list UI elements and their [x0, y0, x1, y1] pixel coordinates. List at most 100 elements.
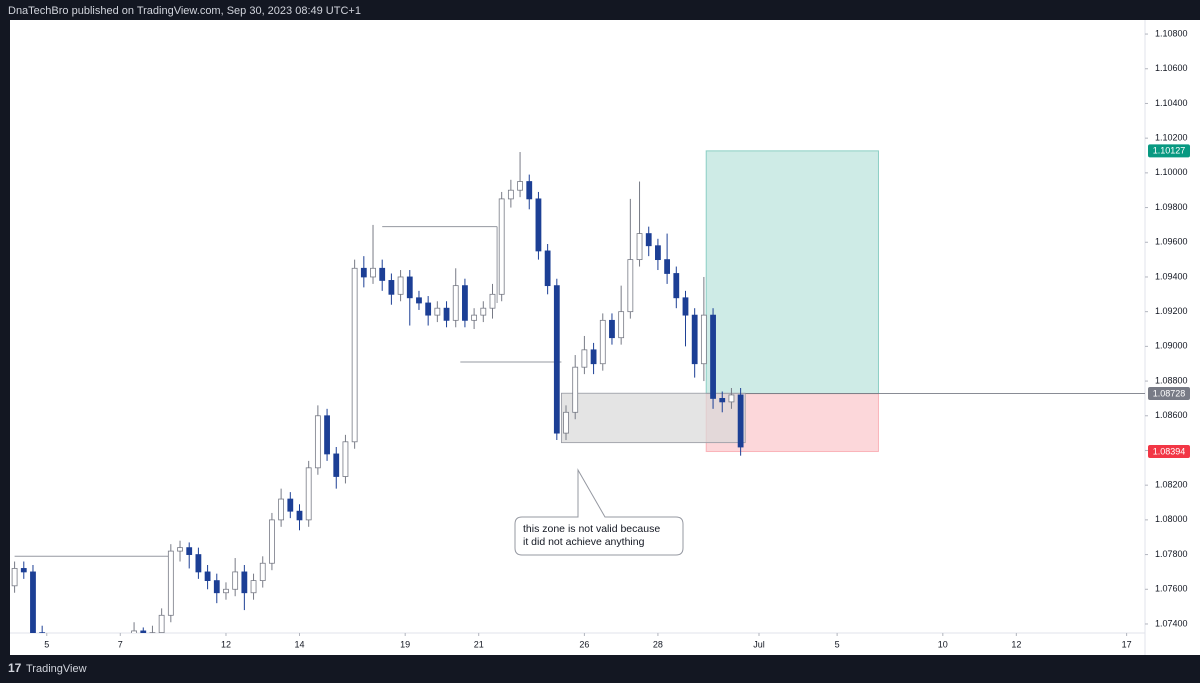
x-tick-label: 26 — [579, 639, 589, 649]
price-label-bg — [1148, 445, 1190, 459]
y-tick-label: 1.09200 — [1155, 306, 1188, 316]
candle-body — [471, 314, 478, 321]
zone — [561, 392, 746, 444]
candle-body — [452, 285, 459, 321]
price-label: 1.08728 — [1153, 388, 1186, 398]
y-tick-label: 1.10200 — [1155, 133, 1188, 143]
price-label: 1.08394 — [1153, 446, 1186, 456]
y-tick-label: 1.08600 — [1155, 410, 1188, 420]
candle-body — [250, 580, 257, 594]
candle-body — [572, 366, 579, 413]
candle-body — [195, 554, 202, 573]
candle-body — [700, 314, 707, 365]
candle-body — [645, 233, 652, 247]
candle-body — [131, 630, 137, 633]
x-tick-label: 12 — [1011, 639, 1021, 649]
candle-body — [324, 415, 330, 455]
candle-body — [655, 245, 661, 261]
candle-body — [370, 267, 376, 278]
price-label-bg — [1148, 144, 1190, 158]
candle-body — [590, 349, 597, 365]
x-tick-label: 14 — [294, 639, 304, 649]
candle-body — [186, 547, 193, 555]
candle-body — [360, 267, 367, 278]
y-tick-label: 1.07800 — [1155, 549, 1188, 559]
candle-body — [287, 498, 294, 512]
y-tick-label: 1.09800 — [1155, 202, 1188, 212]
candle-body — [406, 276, 413, 299]
callout: this zone is not valid because it did no… — [514, 468, 684, 556]
x-tick-label: 19 — [400, 639, 410, 649]
y-tick-label: 1.07600 — [1155, 584, 1188, 594]
target-zone — [705, 150, 879, 395]
candle-body — [609, 319, 615, 339]
candle-body — [664, 259, 671, 274]
candle-body — [140, 630, 147, 633]
y-tick-label: 1.08200 — [1155, 480, 1188, 490]
left-border — [0, 20, 10, 683]
callout-box — [514, 468, 684, 556]
candle-body — [673, 273, 680, 299]
candle-body — [507, 189, 514, 200]
candle-body — [149, 632, 156, 633]
candle-body — [104, 645, 109, 652]
y-tick-label: 1.09600 — [1155, 237, 1188, 247]
header-text: DnaTechBro published on TradingView.com,… — [8, 5, 361, 17]
candle-body — [498, 198, 505, 295]
annotation-line: this zone is not valid because — [523, 523, 660, 535]
bottom-bar — [0, 655, 1200, 683]
y-tick-label: 1.10400 — [1155, 98, 1188, 108]
candle-body — [526, 181, 533, 200]
candle-body — [489, 293, 496, 309]
candle-body — [535, 198, 542, 252]
candle-body — [259, 562, 266, 582]
candle-body — [177, 547, 183, 552]
x-tick-label: 5 — [44, 639, 49, 649]
candle-body — [618, 311, 625, 339]
candle-body — [223, 588, 229, 594]
plot-area — [11, 150, 1145, 655]
y-tick-label: 1.10000 — [1155, 167, 1188, 177]
candle-body — [425, 302, 432, 316]
x-tick-label: 21 — [474, 639, 484, 649]
price-label-bg — [1148, 387, 1190, 401]
candle-body — [351, 267, 358, 443]
candle-body — [30, 571, 36, 633]
logo-mark: 17 — [8, 661, 22, 675]
candle-body — [232, 571, 239, 590]
y-tick-label: 1.10800 — [1155, 28, 1188, 38]
candle-body — [11, 568, 18, 587]
candle-body — [213, 580, 220, 594]
candle-body — [122, 641, 127, 655]
candle-body — [388, 280, 395, 295]
y-tick-label: 1.08000 — [1155, 514, 1188, 524]
y-tick-label: 1.09000 — [1155, 341, 1188, 351]
y-tick-label: 1.07400 — [1155, 618, 1188, 628]
candle-body — [434, 307, 441, 316]
candle-body — [691, 314, 698, 365]
candle-body — [167, 550, 174, 616]
candle-body — [49, 645, 54, 655]
candle-body — [480, 307, 487, 316]
candle-body — [158, 614, 165, 633]
candle-body — [627, 259, 634, 313]
x-tick-label: 17 — [1122, 639, 1132, 649]
candle-body — [737, 394, 744, 448]
candle-body — [682, 297, 689, 316]
candle-body — [305, 467, 312, 521]
top-bar — [0, 0, 1200, 20]
candle-body — [599, 319, 606, 365]
candle-body — [397, 276, 404, 295]
candle-body — [278, 498, 285, 521]
candle-body — [728, 394, 735, 403]
candle-body — [241, 571, 248, 594]
candle-body — [636, 233, 643, 261]
footer-brand: TradingView — [26, 663, 87, 675]
price-label: 1.10127 — [1153, 146, 1186, 156]
x-tick-label: 5 — [835, 639, 840, 649]
x-tick-label: 12 — [221, 639, 231, 649]
candle-body — [379, 267, 386, 281]
candle-body — [517, 181, 523, 191]
candle-body — [20, 568, 27, 573]
